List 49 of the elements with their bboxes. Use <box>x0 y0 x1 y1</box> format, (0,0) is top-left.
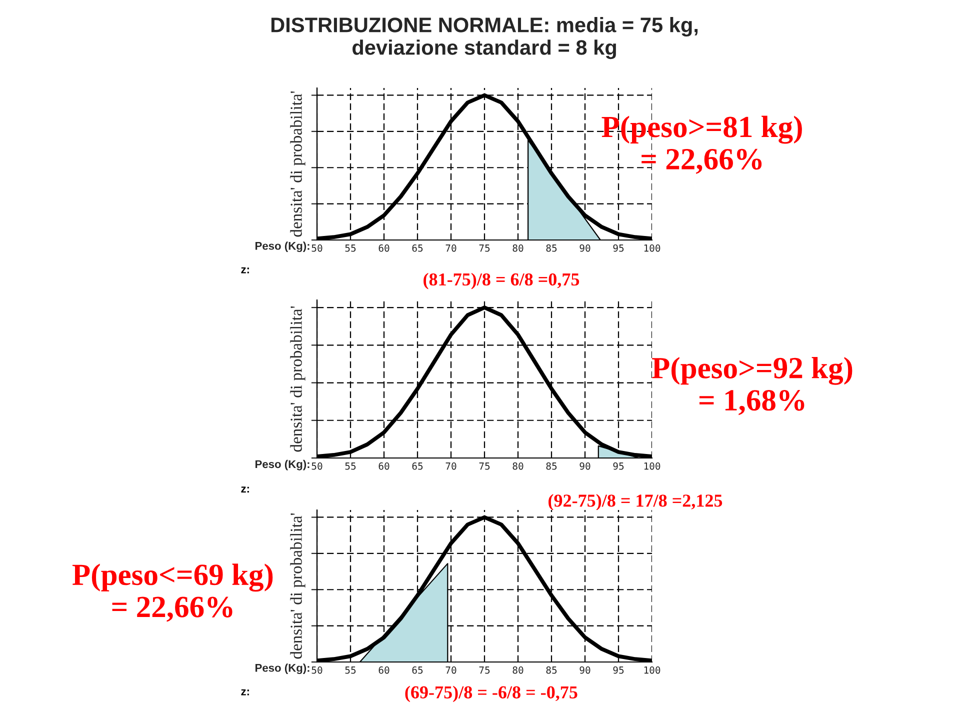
text: z: <box>241 267 249 274</box>
y-axis-title: densita' di probabilita' <box>290 513 306 659</box>
x-tick-label: 55 <box>345 666 356 674</box>
x-axis-title: Peso (Kg): <box>255 460 310 470</box>
x-tick-label: 70 <box>446 244 456 252</box>
x-tick-label: 80 <box>512 666 524 674</box>
text: z: <box>241 486 249 492</box>
x-tick-label: 90 <box>580 666 590 674</box>
x-tick-label: 70 <box>446 666 456 674</box>
x-tick-label: 85 <box>546 244 557 252</box>
x-tick-label: 60 <box>378 244 390 252</box>
x-tick-label: 75 <box>479 244 490 252</box>
x-tick-label: 90 <box>580 244 590 252</box>
x-axis-title: Peso (Kg): <box>255 664 310 674</box>
x-axis-title: Peso (Kg): <box>255 242 310 252</box>
y-axis-title: densita' di probabilita' <box>290 306 306 452</box>
chart-title: DISTRIBUZIONE NORMALE: media = 75 kg, deviazione standard = 8 kg <box>271 17 698 60</box>
x-tick-label: 100 <box>644 666 660 674</box>
text: (69-75)/8 = -6/8 = -0,75 <box>405 686 578 702</box>
x-tick-label: 65 <box>412 462 423 470</box>
x-tick-label: 50 <box>312 462 322 470</box>
x-tick-label: 100 <box>644 462 660 470</box>
x-tick-label: 95 <box>613 666 624 674</box>
x-tick-label: 90 <box>580 462 590 470</box>
x-tick-label: 60 <box>378 462 390 470</box>
text: P(peso>=92 kg) = 1,68% <box>652 356 852 416</box>
x-tick-label: 70 <box>446 462 456 470</box>
text: z: <box>241 689 249 696</box>
text: (92-75)/8 = 17/8 =2,125 <box>548 494 722 510</box>
text: P(peso<=69 kg) = 22,66% <box>72 564 273 622</box>
x-tick-label: 75 <box>479 462 490 470</box>
x-tick-label: 50 <box>312 666 322 674</box>
x-tick-label: 80 <box>512 244 524 252</box>
x-tick-label: 65 <box>412 244 423 252</box>
x-tick-label: 85 <box>546 666 557 674</box>
x-tick-label: 95 <box>613 244 624 252</box>
annotation: P(peso>=81 kg) = 22,66% <box>602 116 802 174</box>
x-tick-label: 60 <box>378 666 390 674</box>
y-axis-title: densita' di probabilita' <box>290 91 306 237</box>
x-tick-label: 85 <box>546 462 557 470</box>
x-tick-label: 80 <box>512 462 524 470</box>
x-tick-label: 55 <box>345 462 356 470</box>
x-tick-label: 100 <box>644 244 660 252</box>
text: (81-75)/8 = 6/8 =0,75 <box>424 272 580 290</box>
x-tick-label: 50 <box>312 244 322 252</box>
x-tick-label: 65 <box>412 666 423 674</box>
x-tick-label: 55 <box>345 244 356 252</box>
x-tick-label: 75 <box>479 666 490 674</box>
x-tick-label: 95 <box>613 462 624 470</box>
